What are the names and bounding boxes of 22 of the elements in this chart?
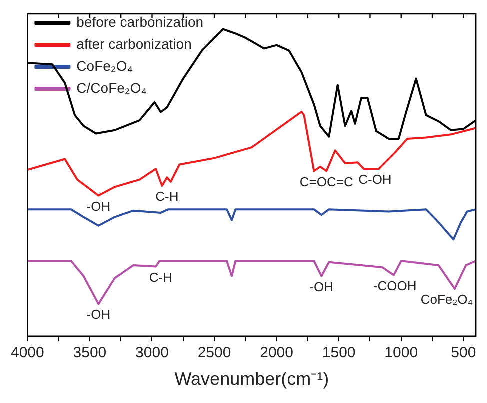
legend-label: before carbonization xyxy=(76,14,204,30)
x-tick-label: 4000 xyxy=(10,344,44,362)
annotation: -COOH xyxy=(373,278,417,294)
annotation: CoFe₂O₄ xyxy=(420,292,474,308)
x-tick-label: 1500 xyxy=(322,344,356,362)
x-tick-label: 2500 xyxy=(198,344,232,362)
legend-label: C/CoFe₂O₄ xyxy=(76,80,148,96)
annotation: -OH xyxy=(310,279,334,294)
annotation: C-OH xyxy=(358,172,392,188)
legend-label: CoFe₂O₄ xyxy=(76,58,134,74)
x-tick-label: 2000 xyxy=(260,344,294,362)
x-tick-label: 3000 xyxy=(136,344,169,362)
annotation: C=OC=C xyxy=(300,174,354,190)
x-tick-label: 1000 xyxy=(384,344,418,362)
annotation: C-H xyxy=(156,189,179,204)
annotation: -OH xyxy=(86,198,111,214)
annotation: -OH xyxy=(86,307,111,322)
annotation: C-H xyxy=(149,270,173,285)
x-tick-label: 500 xyxy=(451,344,476,362)
x-tick-label: 3500 xyxy=(73,344,107,362)
x-axis-title: Wavenumber(cm⁻¹) xyxy=(174,369,330,390)
legend-label: after carbonization xyxy=(76,36,192,52)
